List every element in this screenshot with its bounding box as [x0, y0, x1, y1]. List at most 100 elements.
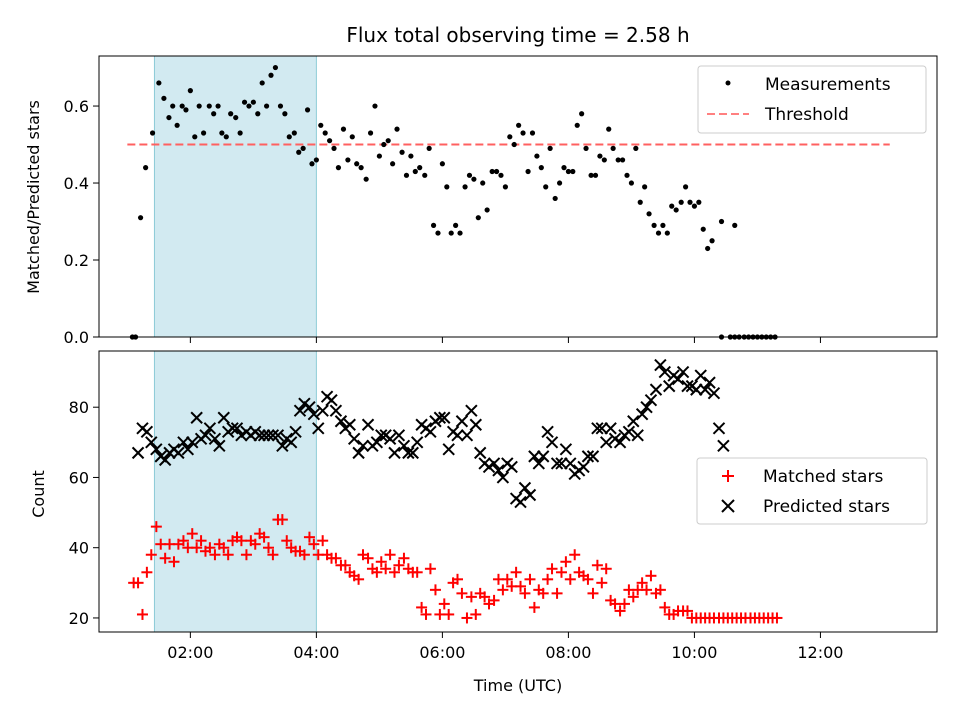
- predicted-star-point: [465, 404, 478, 417]
- matched-star-point: [501, 573, 513, 585]
- predicted-star-point: [518, 481, 532, 495]
- matched-star-point: [659, 601, 671, 613]
- measurement-point: [272, 64, 279, 71]
- measurement-point: [498, 172, 504, 178]
- matched-star-point: [416, 601, 428, 613]
- matched-star-point: [497, 584, 509, 596]
- predicted-star-point: [690, 383, 703, 396]
- matched-star-point: [510, 566, 522, 578]
- matched-star-point: [339, 559, 351, 571]
- measurement-point: [628, 180, 635, 186]
- predicted-star-point: [649, 383, 663, 396]
- y-tick-label: 0.4: [64, 174, 89, 193]
- matched-star-point: [465, 591, 477, 603]
- measurement-point: [149, 130, 156, 136]
- measurement-point: [687, 199, 693, 205]
- matched-star-point: [542, 573, 554, 585]
- matched-star-point: [150, 521, 162, 533]
- matched-star-point: [222, 549, 234, 561]
- measurement-point: [363, 176, 369, 182]
- predicted-star-point: [613, 436, 627, 449]
- measurement-point: [264, 103, 270, 109]
- measurement-point: [633, 145, 639, 151]
- predicted-star-point: [559, 443, 573, 456]
- measurement-point: [462, 184, 468, 190]
- matched-star-point: [168, 556, 180, 568]
- predicted-star-point: [262, 429, 275, 442]
- count-panel: Count Time (UTC) 20 40 60 80 02:00 04:00 06:0…: [29, 350, 938, 695]
- measurement-point: [255, 111, 261, 117]
- predicted-star-point: [433, 411, 447, 424]
- predicted-star-point: [158, 453, 172, 467]
- measurement-point: [183, 107, 189, 113]
- matched-star-point: [771, 612, 783, 624]
- measurement-point: [246, 103, 252, 109]
- predicted-star-point: [266, 429, 280, 442]
- predicted-star-point: [316, 404, 329, 417]
- count-legend: Matched stars Predicted stars: [696, 457, 928, 525]
- chart-title: Flux total observing time = 2.58 h: [346, 23, 689, 47]
- matched-star-point: [204, 542, 216, 554]
- predicted-star-point: [505, 460, 518, 474]
- matched-star-point: [569, 549, 581, 561]
- matched-star-point: [587, 587, 599, 599]
- predicted-legend-marker: [721, 499, 735, 513]
- y-tick-label: 80: [69, 398, 89, 417]
- legend-matched-stars: Matched stars: [763, 467, 883, 487]
- predicted-star-point: [177, 436, 190, 449]
- measurement-point: [574, 122, 580, 128]
- measurement-point: [313, 157, 319, 163]
- predicted-star-point: [595, 422, 609, 435]
- predicted-star-point: [203, 422, 217, 435]
- x-tick-label: 04:00: [293, 643, 339, 662]
- legend-threshold: Threshold: [764, 105, 849, 125]
- predicted-star-point: [536, 450, 550, 463]
- predicted-star-point: [550, 457, 564, 470]
- matched-star-point: [276, 514, 288, 526]
- measurement-point: [349, 134, 355, 140]
- predicted-star-point: [406, 446, 419, 460]
- measurement-point: [588, 172, 594, 178]
- predicted-star-point: [199, 429, 212, 442]
- predicted-star-point: [555, 457, 568, 470]
- measurement-point: [137, 215, 144, 221]
- matched-star-point: [411, 566, 423, 578]
- x-tick-label: 06:00: [419, 643, 465, 662]
- legend-predicted-stars: Predicted stars: [763, 497, 890, 517]
- predicted-star-point: [694, 369, 707, 382]
- measurement-point: [502, 184, 508, 190]
- measurement-point: [156, 80, 162, 86]
- predicted-star-point: [581, 450, 595, 463]
- measurement-point: [259, 80, 265, 86]
- measurement-point: [381, 141, 387, 148]
- matched-star-point: [398, 552, 410, 564]
- matched-star-point: [596, 577, 608, 589]
- matched-star-point: [429, 584, 441, 596]
- predicted-star-point: [370, 436, 384, 449]
- measurement-point: [579, 111, 585, 117]
- measurement-point: [211, 111, 217, 117]
- measurement-point: [435, 230, 441, 236]
- predicted-star-point: [532, 457, 545, 470]
- matched-star-point: [456, 587, 468, 599]
- predicted-star-point: [325, 393, 338, 407]
- matched-star-point: [353, 573, 365, 585]
- predicted-star-point: [627, 415, 640, 428]
- matched-star-point: [488, 594, 500, 606]
- measurement-point: [394, 126, 400, 132]
- measurement-point: [466, 172, 473, 178]
- predicted-star-point: [150, 443, 163, 456]
- matched-star-point: [636, 577, 648, 589]
- predicted-star-point: [676, 365, 690, 379]
- measurement-point: [166, 114, 172, 121]
- measurement-point: [219, 130, 225, 136]
- measurement-point: [417, 165, 423, 171]
- predicted-star-point: [352, 446, 365, 460]
- x-tick-label: 02:00: [167, 643, 213, 662]
- matched-star-point: [537, 587, 549, 599]
- measurement-point: [304, 107, 311, 113]
- measurement-point: [484, 207, 490, 213]
- predicted-star-point: [181, 443, 195, 456]
- predicted-star-point: [131, 446, 145, 460]
- matched-star-point: [452, 573, 464, 585]
